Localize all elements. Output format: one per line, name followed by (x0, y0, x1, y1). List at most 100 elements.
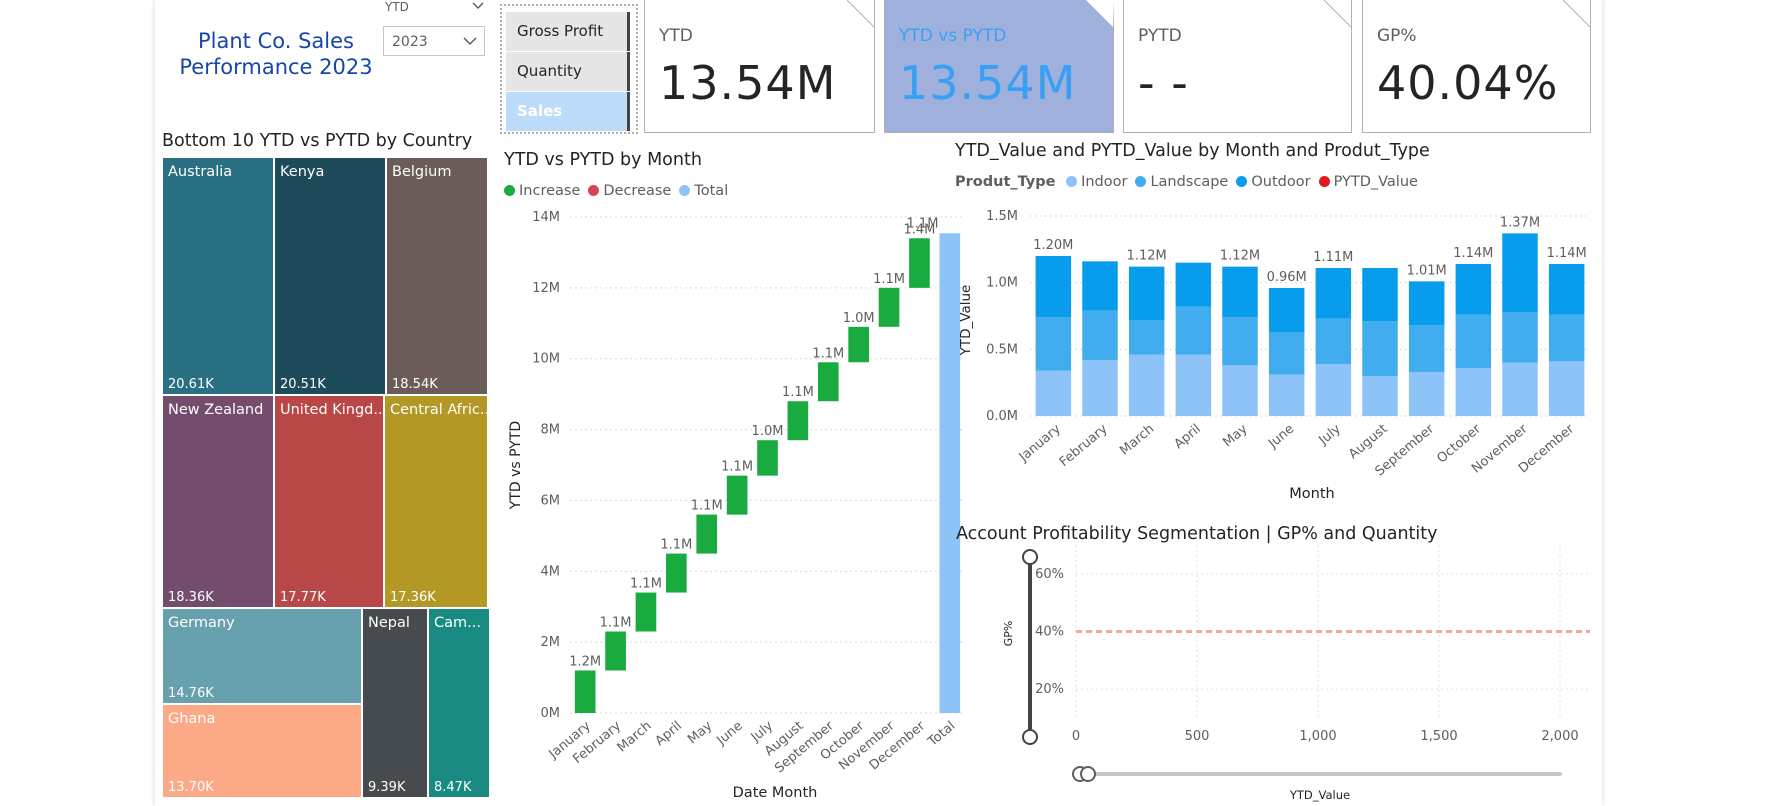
stacked-bar-segment[interactable] (1455, 314, 1492, 368)
x-zoom-slider-handle[interactable] (1080, 766, 1096, 782)
stacked-bar-segment[interactable] (1455, 368, 1492, 416)
treemap-cell-name: Nepal (368, 615, 410, 631)
waterfall-bar[interactable] (696, 514, 718, 554)
measure-button-gross-profit[interactable]: Gross Profit (506, 12, 630, 51)
kpi-card-pytd: PYTD - - (1123, 0, 1352, 133)
waterfall-bar[interactable] (574, 670, 596, 713)
waterfall-bar[interactable] (878, 287, 900, 327)
waterfall-bar[interactable] (909, 238, 930, 288)
stacked-bar-segment[interactable] (1175, 262, 1212, 307)
stacked-bar-segment[interactable] (1315, 268, 1352, 319)
stacked-bar-segment[interactable] (1502, 362, 1538, 416)
measure-button-sales[interactable]: Sales (506, 92, 630, 131)
stacked-bar-segment[interactable] (1548, 361, 1585, 416)
x-axis-title: YTD_Value (1289, 788, 1350, 802)
stacked-bar-segment[interactable] (1175, 354, 1212, 416)
y-tick-label: 2M (541, 635, 561, 650)
stacked-bar-segment[interactable] (1408, 281, 1445, 326)
stacked-bar-segment[interactable] (1082, 360, 1118, 416)
treemap-cell[interactable]: Nepal 9.39K (362, 608, 428, 798)
x-tick-label: July (1316, 421, 1345, 448)
stacked-bar-segment[interactable] (1362, 376, 1398, 416)
y-zoom-slider-handle[interactable] (1022, 729, 1038, 745)
treemap-cell[interactable]: Central Afric... 17.36K (384, 395, 488, 608)
treemap-cell-name: Central Afric... (390, 402, 488, 418)
year-slicer[interactable]: 2023 (383, 26, 485, 56)
treemap-cell[interactable]: Kenya 20.51K (274, 157, 386, 395)
data-label: 1.1M (630, 577, 662, 592)
legend-label: Landscape (1150, 174, 1229, 190)
chevron-down-icon[interactable] (471, 0, 485, 14)
waterfall-bar[interactable] (817, 362, 839, 402)
waterfall-bar[interactable] (787, 401, 809, 441)
stacked-bar-segment[interactable] (1082, 261, 1118, 311)
stacked-bar-segment[interactable] (1222, 365, 1258, 416)
treemap-cell[interactable]: Germany 14.76K (162, 608, 362, 704)
stacked-bar-segment[interactable] (1502, 312, 1538, 363)
stacked-bar-segment[interactable] (1128, 266, 1165, 320)
scatter-chart[interactable]: 20% 40% 60% 0 500 1,000 1,500 2,000 GP% YTD_Value (950, 545, 1595, 806)
measure-button-quantity[interactable]: Quantity (506, 52, 630, 91)
legend-label: Indoor (1081, 174, 1128, 190)
stacked-bar-segment[interactable] (1128, 354, 1165, 416)
waterfall-bar[interactable] (939, 233, 961, 713)
stacked-bar-segment[interactable] (1175, 306, 1212, 355)
waterfall-legend-item[interactable]: Total (679, 183, 728, 199)
x-tick-label: 500 (1185, 729, 1210, 744)
stacked-bar-segment[interactable] (1548, 314, 1585, 362)
treemap-cell[interactable]: Australia 20.61K (162, 157, 274, 395)
legend-dot-icon (1135, 176, 1147, 187)
stacked-bar-segment[interactable] (1035, 256, 1072, 318)
treemap-cell[interactable]: Ghana 13.70K (162, 704, 362, 798)
waterfall-bar[interactable] (757, 440, 778, 476)
chevron-down-icon[interactable] (462, 27, 478, 68)
stacked-legend-item[interactable]: Outdoor (1236, 174, 1311, 190)
treemap-cell[interactable]: United Kingd... 17.77K (274, 395, 384, 608)
stacked-bar-segment[interactable] (1362, 268, 1398, 322)
treemap-visual[interactable]: Australia 20.61K Kenya 20.51K Belgium 18.54K N… (162, 157, 492, 798)
stacked-bar-segment[interactable] (1082, 310, 1118, 360)
treemap-cell[interactable]: New Zealand 18.36K (162, 395, 274, 608)
waterfall-bar[interactable] (726, 475, 748, 515)
stacked-legend-title: Produt_Type (955, 174, 1056, 190)
x-tick-label: April (653, 719, 685, 750)
period-slicer[interactable]: YTD (385, 0, 491, 14)
stacked-legend-item[interactable]: Landscape (1135, 174, 1228, 190)
treemap-cell-value: 17.77K (280, 590, 326, 605)
stacked-legend-item[interactable]: Indoor (1066, 174, 1127, 190)
waterfall-legend-item[interactable]: Increase (504, 183, 580, 199)
kpi-card-gp-percent: GP% 40.04% (1362, 0, 1591, 133)
waterfall-legend-item[interactable]: Decrease (588, 183, 671, 199)
measure-button-group: Gross Profit Quantity Sales (500, 4, 638, 134)
kpi-label: GP% (1377, 26, 1417, 46)
stacked-bar-segment[interactable] (1035, 370, 1072, 416)
waterfall-chart[interactable]: 0M2M4M6M8M10M12M14M1.2MJanuary1.1MFebrua… (500, 205, 970, 805)
waterfall-bar[interactable] (848, 326, 869, 363)
stacked-bar-segment[interactable] (1315, 364, 1352, 416)
stacked-bar-segment[interactable] (1268, 374, 1305, 416)
waterfall-bar[interactable] (605, 631, 626, 671)
stacked-bar-segment[interactable] (1268, 288, 1305, 332)
stacked-legend-item[interactable]: PYTD_Value (1318, 174, 1418, 190)
stacked-bar-segment[interactable] (1548, 264, 1585, 315)
y-zoom-slider-handle[interactable] (1022, 549, 1038, 565)
stacked-bar-segment[interactable] (1222, 317, 1258, 366)
treemap-cell[interactable]: Cam... 8.47K (428, 608, 490, 798)
stacked-bar-segment[interactable] (1268, 332, 1305, 375)
kpi-card-ytd-vs-pytd: YTD vs PYTD 13.54M (884, 0, 1114, 133)
waterfall-bar[interactable] (635, 592, 657, 632)
waterfall-bar[interactable] (666, 553, 687, 593)
stacked-bar-segment[interactable] (1128, 320, 1165, 355)
treemap-cell[interactable]: Belgium 18.54K (386, 157, 488, 395)
stacked-bar-segment[interactable] (1502, 233, 1538, 312)
stacked-bar-segment[interactable] (1362, 321, 1398, 376)
stacked-bar-segment[interactable] (1315, 318, 1352, 364)
period-slicer-value: YTD (385, 0, 409, 14)
stacked-bar-segment[interactable] (1408, 325, 1445, 372)
stacked-bar-segment[interactable] (1408, 372, 1445, 416)
stacked-bar-segment[interactable] (1455, 264, 1492, 315)
stacked-bar-segment[interactable] (1222, 266, 1258, 318)
stacked-bar-segment[interactable] (1035, 317, 1072, 371)
data-label: 1.12M (1220, 249, 1260, 264)
stacked-bar-chart[interactable]: 0.0M0.5M1.0M1.5M1.20MJanuaryFebruary1.12… (950, 200, 1590, 510)
